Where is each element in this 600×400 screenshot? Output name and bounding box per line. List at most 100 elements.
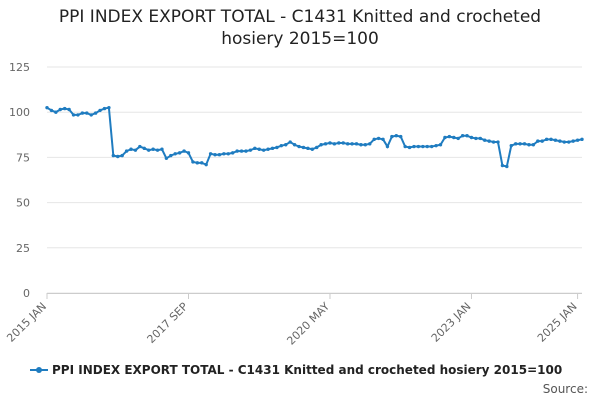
data-point[interactable] [200,161,204,165]
data-point[interactable] [368,142,372,146]
data-point[interactable] [518,142,522,146]
data-point[interactable] [133,148,138,152]
data-point[interactable] [45,105,49,110]
data-point[interactable] [460,134,465,138]
data-point[interactable] [421,144,425,149]
data-point[interactable] [447,134,452,139]
data-point[interactable] [124,149,129,153]
data-point[interactable] [208,152,213,156]
data-point[interactable] [438,143,443,147]
data-point[interactable] [381,137,385,142]
data-point[interactable] [111,153,116,158]
data-point[interactable] [89,113,93,117]
data-point[interactable] [315,145,319,150]
data-point[interactable] [54,110,58,114]
data-point[interactable] [456,136,460,141]
data-point[interactable] [354,142,359,146]
data-point[interactable] [403,144,407,149]
data-point[interactable] [306,146,310,151]
data-point[interactable] [412,144,416,149]
data-point[interactable] [138,144,142,149]
data-point[interactable] [58,107,62,112]
data-point[interactable] [217,152,222,157]
data-point[interactable] [288,140,292,144]
data-point[interactable] [142,146,146,151]
data-point[interactable] [487,139,491,143]
data-point[interactable] [98,108,102,113]
data-point[interactable] [49,108,54,113]
data-point[interactable] [102,106,107,111]
data-point[interactable] [328,141,332,145]
data-point[interactable] [478,136,483,141]
data-point[interactable] [505,164,509,169]
data-point[interactable] [491,140,496,144]
data-point[interactable] [429,144,434,149]
data-point[interactable] [270,146,275,151]
data-point[interactable] [323,142,328,146]
data-point[interactable] [531,143,536,147]
data-point[interactable] [513,142,518,146]
data-point[interactable] [160,147,164,151]
data-point[interactable] [80,111,85,115]
data-point[interactable] [275,145,279,150]
data-point[interactable] [301,145,306,150]
legend-item[interactable]: PPI INDEX EXPORT TOTAL - C1431 Knitted a… [30,363,562,377]
data-point[interactable] [213,152,217,157]
data-point[interactable] [363,143,368,147]
data-point[interactable] [567,140,571,144]
data-point[interactable] [544,137,549,142]
data-point[interactable] [297,144,301,149]
data-point[interactable] [155,148,160,152]
data-point[interactable] [310,147,314,151]
data-point[interactable] [341,141,345,145]
data-point[interactable] [416,144,421,149]
data-point[interactable] [244,149,248,153]
data-point[interactable] [284,143,288,147]
data-point[interactable] [332,142,337,146]
data-point[interactable] [540,139,544,143]
data-point[interactable] [536,139,540,143]
data-point[interactable] [469,135,474,140]
data-point[interactable] [292,143,297,147]
data-point[interactable] [261,148,266,152]
data-point[interactable] [390,134,394,139]
data-point[interactable] [407,145,412,150]
data-point[interactable] [483,138,487,142]
data-point[interactable] [558,139,562,143]
data-point[interactable] [575,138,580,142]
data-point[interactable] [226,152,230,156]
data-point[interactable] [93,111,98,115]
data-point[interactable] [248,148,253,152]
data-point[interactable] [319,143,323,147]
data-point[interactable] [385,144,390,149]
data-point[interactable] [496,140,500,144]
data-point[interactable] [239,149,244,153]
data-point[interactable] [359,143,363,147]
data-point[interactable] [116,154,120,159]
data-point[interactable] [67,107,71,112]
data-point[interactable] [522,142,527,146]
data-point[interactable] [562,140,567,144]
data-point[interactable] [222,152,226,156]
data-point[interactable] [182,149,186,153]
data-point[interactable] [434,143,438,148]
data-point[interactable] [465,134,469,138]
data-point[interactable] [186,151,191,155]
data-point[interactable] [345,142,350,146]
data-point[interactable] [553,138,558,142]
data-point[interactable] [399,134,403,139]
data-point[interactable] [527,143,531,147]
data-point[interactable] [204,162,208,167]
data-point[interactable] [580,137,584,142]
data-point[interactable] [425,144,429,149]
data-point[interactable] [350,142,354,146]
data-point[interactable] [164,156,169,160]
data-point[interactable] [129,147,133,151]
data-point[interactable] [394,134,398,138]
data-point[interactable] [235,149,239,153]
data-point[interactable] [62,106,67,111]
data-point[interactable] [173,152,177,156]
data-point[interactable] [231,151,235,155]
data-point[interactable] [500,163,505,168]
data-point[interactable] [169,153,173,158]
